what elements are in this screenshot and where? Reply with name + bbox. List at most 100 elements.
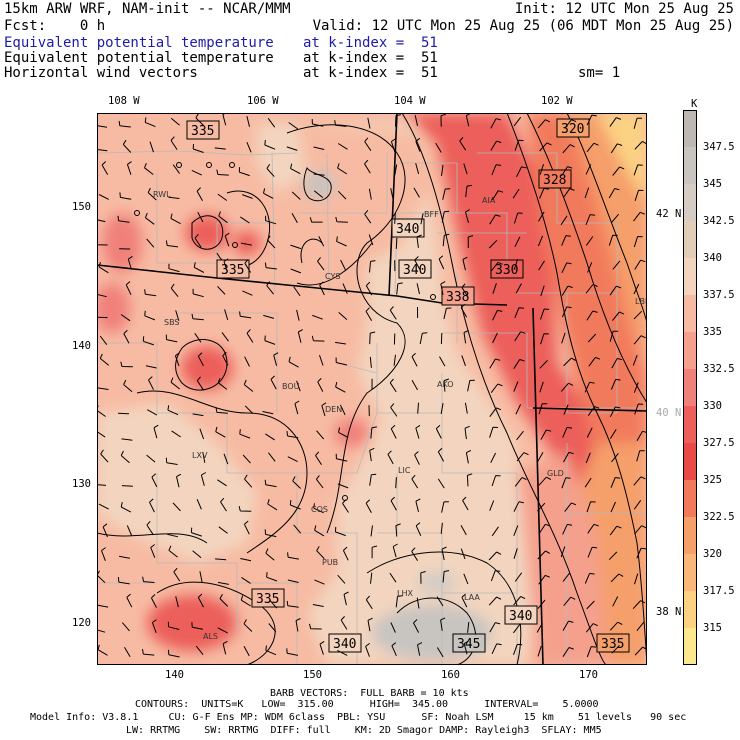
grid-x-label-140: 140: [165, 669, 184, 681]
station-cys: CYS: [325, 272, 340, 281]
wind-barb: [442, 570, 450, 583]
wind-barb: [419, 332, 428, 345]
wind-barb: [223, 258, 229, 273]
colorbar: [683, 110, 697, 665]
wind-barb: [584, 381, 595, 393]
wind-barb: [224, 232, 230, 247]
wind-barb: [560, 382, 574, 392]
wind-barb: [415, 498, 421, 513]
wind-barb: [369, 473, 377, 486]
colorbar-cell: [683, 591, 697, 629]
init-time: Init: 12 UTC Mon 25 Aug 25: [514, 1, 734, 17]
wind-barb: [266, 281, 274, 295]
colorbar-label: 320: [703, 548, 722, 560]
wind-barb: [464, 402, 468, 414]
wind-barb: [513, 258, 519, 270]
wind-barb: [215, 407, 228, 414]
wind-barb: [244, 405, 254, 414]
wind-barb: [239, 429, 251, 439]
wind-barb: [144, 163, 154, 175]
wind-barb: [342, 546, 349, 561]
wind-barb: [165, 457, 178, 465]
wind-barb: [390, 403, 398, 417]
colorbar-label: 332.5: [703, 363, 735, 375]
wind-barb: [120, 361, 133, 368]
wind-barb: [415, 424, 421, 439]
wind-barb: [490, 570, 501, 582]
wind-barb: [636, 547, 647, 559]
wind-barb: [264, 140, 276, 150]
wind-barb: [538, 574, 550, 585]
wind-barb: [267, 499, 278, 511]
wind-barb: [244, 356, 250, 367]
field-level-wind: at k-index = 51: [303, 65, 438, 81]
contour-label-335-d: 335: [596, 633, 630, 653]
wind-barb: [513, 359, 525, 369]
wind-barb: [365, 281, 373, 296]
wind-barb: [191, 622, 204, 630]
wind-barb: [337, 190, 347, 200]
wind-barb: [120, 501, 132, 513]
wind-barb: [586, 310, 598, 321]
wind-barb: [314, 579, 325, 585]
barb-legend: BARB VECTORS: FULL BARB = 10 kts: [270, 688, 469, 699]
contour-info: CONTOURS: UNITS=K LOW= 315.00 HIGH= 345.…: [135, 699, 599, 710]
wind-barb: [538, 260, 545, 271]
wind-barb: [367, 117, 371, 129]
wind-barb: [218, 526, 228, 534]
wind-barb: [215, 558, 227, 561]
wind-barb: [142, 269, 155, 272]
wind-barb: [267, 118, 276, 128]
wind-barb: [537, 235, 544, 247]
wind-barb: [369, 331, 376, 345]
wind-barb: [370, 572, 373, 584]
wind-barb: [117, 577, 130, 585]
colorbar-unit: K: [691, 98, 698, 110]
wind-barb: [144, 212, 155, 225]
wind-barb: [288, 356, 299, 368]
wind-barb: [394, 114, 401, 127]
wind-barb: [411, 380, 418, 391]
wind-barb: [461, 593, 468, 608]
wind-barb: [392, 543, 398, 558]
wind-barb: [241, 576, 251, 584]
wind-barb: [460, 548, 466, 560]
wind-barb: [313, 503, 324, 514]
wind-barb: [240, 242, 252, 246]
wind-barb: [319, 640, 325, 655]
wind-barb: [151, 473, 158, 488]
wind-barb: [491, 164, 502, 176]
wind-barb: [175, 596, 179, 608]
wind-barb: [170, 213, 181, 225]
wind-barb: [336, 236, 347, 247]
wind-barb: [264, 262, 277, 270]
wind-barb: [462, 496, 469, 511]
contour-lines: [97, 113, 647, 665]
wind-barb: [588, 356, 601, 367]
field-label-wind: Horizontal wind vectors: [4, 65, 198, 81]
wind-barb: [171, 430, 181, 438]
wind-barb: [586, 600, 595, 610]
wind-barb: [395, 477, 397, 489]
wind-barb: [342, 283, 348, 294]
wind-barb: [414, 451, 420, 465]
wind-barb: [492, 283, 497, 294]
wind-barb: [436, 647, 444, 658]
wind-barb: [170, 136, 178, 150]
wind-barb: [540, 285, 545, 297]
wind-barb: [316, 546, 325, 559]
wind-barb: [413, 187, 420, 198]
calm-circle: [232, 242, 238, 248]
wind-barb: [340, 404, 346, 416]
colorbar-cell: [683, 406, 697, 444]
station-sbs: SBS: [164, 318, 180, 327]
wind-barb: [584, 187, 590, 199]
wind-barb: [246, 115, 250, 127]
wind-barb: [440, 522, 443, 534]
wind-barb: [514, 572, 523, 582]
wind-barb: [295, 618, 301, 632]
wind-barb: [395, 523, 401, 537]
wind-barb: [537, 550, 551, 560]
wind-barb: [126, 593, 133, 608]
wind-barb: [512, 188, 520, 199]
